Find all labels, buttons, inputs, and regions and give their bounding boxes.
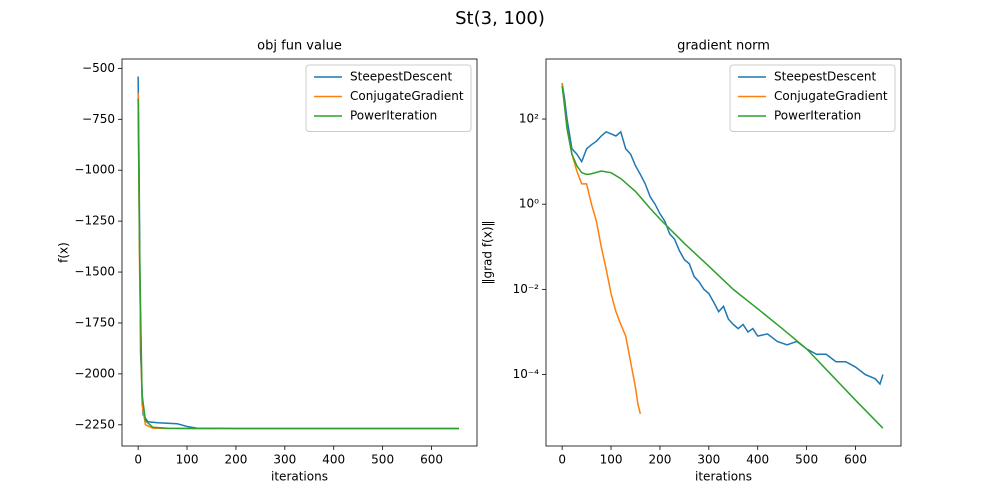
- legend-label: ConjugateGradient: [774, 89, 888, 103]
- axes-frame: [545, 58, 902, 447]
- series-line: [561, 82, 642, 414]
- x-axis-label: iterations: [271, 470, 328, 484]
- x-axis-label: iterations: [695, 470, 752, 484]
- legend-label: SteepestDescent: [350, 70, 453, 84]
- x-tick-label: 100: [176, 453, 199, 467]
- x-tick-label: 100: [600, 453, 623, 467]
- axes-title: obj fun value: [257, 39, 342, 54]
- legend-box: [305, 64, 472, 132]
- x-tick-label: 0: [558, 453, 566, 467]
- y-axis-label: ‖grad f(x)‖: [481, 220, 495, 284]
- x-tick-label: 600: [420, 453, 443, 467]
- axes-title: gradient norm: [677, 39, 770, 54]
- y-tick-label: −1250: [74, 214, 115, 228]
- y-tick-label: −500: [82, 61, 115, 75]
- x-tick-label: 300: [273, 453, 296, 467]
- series-line: [561, 85, 884, 429]
- y-tick-label: 10⁰: [519, 197, 539, 211]
- y-tick-label: −750: [82, 112, 115, 126]
- series-line: [137, 92, 217, 430]
- y-tick-label: 10⁻⁴: [513, 367, 540, 381]
- legend-label: ConjugateGradient: [350, 89, 464, 103]
- y-tick-label: 10⁻²: [513, 282, 540, 296]
- x-tick-label: 200: [224, 453, 247, 467]
- legend-label: PowerIteration: [350, 109, 437, 123]
- y-tick-label: 10²: [519, 112, 539, 126]
- legend-label: PowerIteration: [774, 109, 861, 123]
- x-tick-label: 400: [322, 453, 345, 467]
- y-tick-label: −2250: [74, 417, 115, 431]
- axes-frame: [121, 58, 478, 447]
- series-line: [137, 98, 459, 430]
- legend-label: SteepestDescent: [774, 70, 877, 84]
- x-tick-label: 500: [371, 453, 394, 467]
- x-tick-label: 400: [746, 453, 769, 467]
- x-tick-label: 200: [648, 453, 671, 467]
- y-tick-label: −1750: [74, 315, 115, 329]
- legend-box: [729, 64, 896, 132]
- x-tick-label: 600: [844, 453, 867, 467]
- y-axis-label: f(x): [57, 242, 71, 263]
- x-tick-label: 300: [697, 453, 720, 467]
- y-tick-label: −1500: [74, 265, 115, 279]
- y-tick-label: −1000: [74, 163, 115, 177]
- x-tick-label: 0: [134, 453, 142, 467]
- x-tick-label: 500: [795, 453, 818, 467]
- figure-title: St(3, 100): [455, 8, 545, 29]
- y-tick-label: −2000: [74, 366, 115, 380]
